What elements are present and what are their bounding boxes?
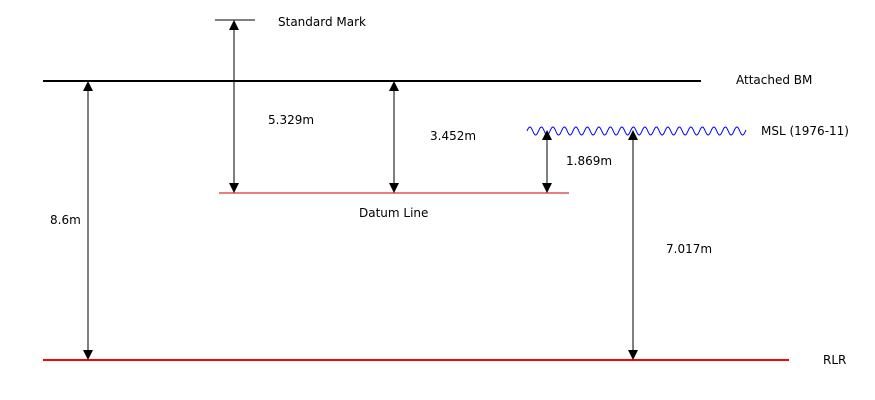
msl-label: MSL (1976-11) [761,124,849,138]
msl-wave-line [526,126,747,136]
rlr-label: RLR [823,353,846,367]
attached-bm-to-datum-value: 3.452m [430,129,476,143]
datum-line-label: Datum Line [359,206,428,220]
standard-mark-label: Standard Mark [278,15,366,29]
msl-to-datum-value: 1.869m [566,154,612,168]
msl-to-rlr-value: 7.017m [666,242,712,256]
attached-bm-label: Attached BM [736,73,812,87]
attached-bm-to-rlr-value: 8.6m [50,213,81,227]
standard-mark-to-datum-value: 5.329m [268,113,314,127]
